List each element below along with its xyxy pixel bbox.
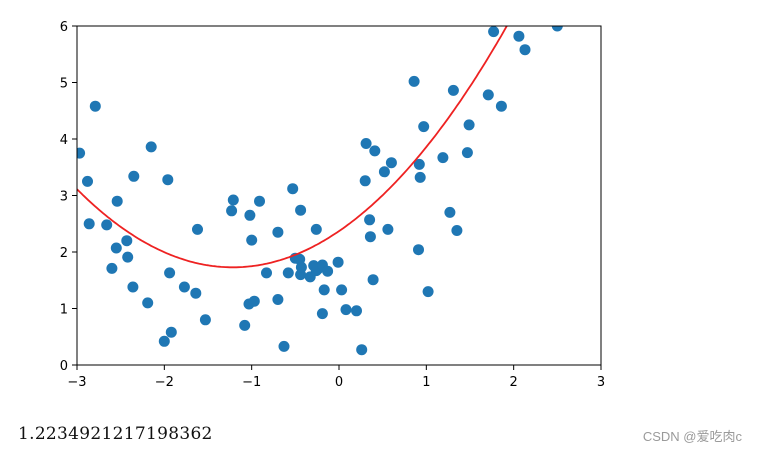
output-value: 1.2234921217198362 — [18, 424, 213, 444]
fit-curve — [77, 26, 508, 269]
data-point — [437, 152, 449, 164]
data-point — [318, 284, 330, 296]
data-point — [254, 195, 265, 207]
data-point — [82, 175, 93, 187]
axes-frame — [76, 25, 602, 366]
data-point — [295, 204, 307, 216]
data-point — [451, 225, 463, 236]
y-tick-label: 0 — [60, 359, 68, 374]
data-point — [513, 30, 525, 42]
data-point — [364, 214, 376, 226]
data-point — [364, 231, 376, 243]
y-tick-label: 6 — [60, 20, 68, 35]
data-point — [248, 295, 260, 307]
data-point — [142, 297, 154, 309]
data-point — [367, 274, 379, 286]
data-point — [106, 262, 118, 274]
data-point — [310, 223, 322, 235]
data-point — [111, 195, 123, 207]
data-point — [190, 287, 202, 299]
x-tick-label: −1 — [242, 375, 261, 390]
data-point — [340, 304, 352, 316]
data-point — [359, 175, 371, 187]
data-point — [77, 147, 86, 159]
x-tick-label: −2 — [155, 375, 174, 390]
data-point — [227, 194, 239, 206]
data-point — [244, 209, 256, 221]
data-point — [336, 284, 348, 296]
data-point — [414, 171, 426, 183]
data-point — [488, 26, 500, 38]
data-point — [101, 219, 113, 231]
data-point — [246, 234, 258, 246]
data-point — [382, 223, 394, 235]
data-point — [418, 121, 430, 133]
data-point — [192, 223, 203, 235]
data-point — [322, 265, 334, 277]
y-tick-label: 4 — [60, 133, 68, 148]
y-tick-label: 2 — [60, 246, 68, 261]
y-tick-label: 3 — [60, 190, 68, 205]
data-point — [89, 100, 101, 112]
data-point — [461, 147, 473, 159]
x-tick-label: 3 — [597, 375, 605, 390]
data-point — [282, 267, 294, 279]
data-point — [369, 145, 381, 157]
data-point — [287, 183, 299, 195]
plot-area: −3 −2 −1 0 1 2 3 0 1 2 3 4 5 6 — [60, 20, 605, 390]
data-point — [110, 242, 122, 254]
data-point — [199, 314, 211, 326]
data-point — [385, 157, 397, 169]
data-point — [551, 26, 563, 32]
data-point — [272, 294, 284, 305]
data-point — [316, 308, 328, 320]
data-point — [495, 100, 507, 112]
data-point — [422, 286, 434, 298]
data-point — [178, 281, 190, 293]
data-point — [447, 84, 459, 96]
data-point — [295, 261, 307, 273]
data-point — [408, 75, 420, 87]
data-point — [351, 305, 362, 317]
x-tick-label: 2 — [510, 375, 518, 390]
data-point — [145, 141, 157, 153]
data-point — [272, 226, 284, 238]
data-point — [122, 251, 134, 263]
scatter-chart: −3 −2 −1 0 1 2 3 0 1 2 3 4 5 6 — [60, 20, 605, 390]
data-point — [332, 256, 344, 268]
data-point — [83, 218, 95, 230]
data-point — [239, 319, 251, 331]
data-point — [519, 44, 531, 56]
y-tick-label: 1 — [60, 303, 68, 318]
data-point — [165, 326, 177, 338]
watermark: CSDN @爱吃肉c — [642, 429, 742, 444]
data-point — [482, 89, 494, 101]
data-point — [261, 267, 272, 279]
data-point — [378, 166, 390, 178]
data-point — [463, 119, 475, 131]
data-point — [162, 174, 174, 186]
data-point — [158, 335, 170, 347]
y-tick-label: 5 — [60, 77, 68, 92]
data-point — [356, 344, 368, 356]
data-point — [278, 340, 290, 352]
data-point — [128, 170, 140, 182]
data-point — [413, 244, 424, 256]
data-point — [226, 205, 238, 217]
x-tick-label: 1 — [422, 375, 430, 390]
data-points — [77, 26, 563, 356]
x-tick-label: −3 — [67, 375, 86, 390]
data-point — [444, 206, 456, 218]
data-point — [164, 267, 176, 279]
data-point — [360, 138, 372, 149]
x-tick-label: 0 — [335, 375, 343, 390]
data-point — [121, 235, 133, 247]
data-point — [127, 281, 139, 293]
data-point — [413, 158, 425, 170]
